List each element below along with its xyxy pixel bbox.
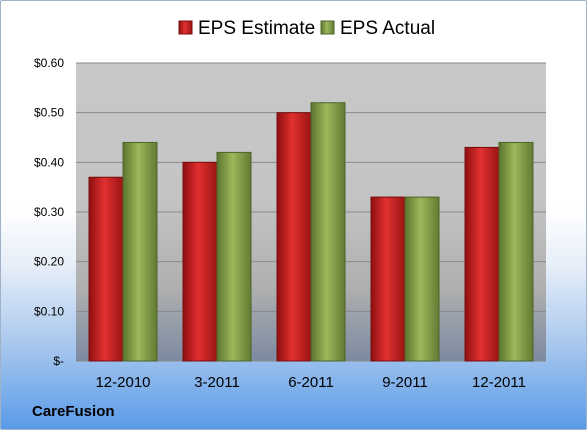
legend-label: EPS Actual [340,18,435,39]
legend: EPS Estimate EPS Actual [178,18,435,39]
bar-eps-estimate [182,161,218,362]
x-tick-label: 6-2011 [288,374,334,391]
bar-eps-estimate [276,112,312,362]
legend-label: EPS Estimate [198,18,315,39]
bar-eps-actual [216,151,252,362]
bar-eps-actual [310,102,346,362]
y-tick-label: $0.50 [34,106,64,120]
y-tick-label: $0.20 [34,255,64,269]
bar-eps-actual [404,196,440,362]
y-tick-label: $0.40 [34,155,64,169]
x-tick-label: 3-2011 [194,374,240,391]
bar-eps-actual [498,141,534,362]
bar-eps-estimate [88,176,124,362]
company-name: CareFusion [32,403,115,420]
legend-swatch [178,20,193,35]
y-tick-label: $0.30 [34,205,64,219]
bar-eps-estimate [370,196,406,362]
y-tick-label: $- [53,354,64,368]
legend-swatch [320,20,335,35]
y-axis-ticks: $- $0.10 $0.20 $0.30 $0.40 $0.50 $0.60 [34,56,64,368]
x-tick-label: 12-2011 [472,374,526,391]
y-tick-label: $0.10 [34,304,64,318]
x-axis-labels: 12-2010 3-2011 6-2011 9-2011 12-2011 [95,374,526,391]
x-tick-label: 9-2011 [382,374,428,391]
y-tick-label: $0.60 [34,56,64,70]
bars [88,102,534,362]
bar-eps-actual [122,141,158,362]
bar-eps-estimate [464,146,500,362]
x-tick-label: 12-2010 [95,374,150,391]
